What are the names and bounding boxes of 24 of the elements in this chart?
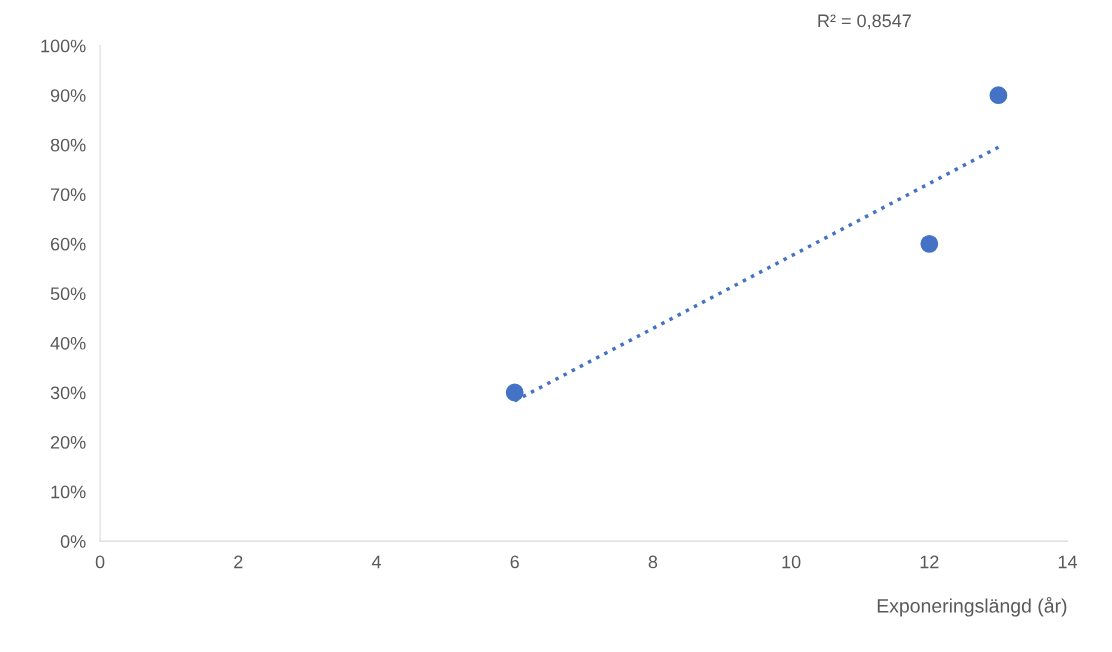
x-tick-label: 0 xyxy=(95,555,105,569)
y-tick-label: 40% xyxy=(50,336,86,350)
x-tick-label: 12 xyxy=(920,555,939,569)
x-tick-label: 2 xyxy=(234,555,243,569)
y-tick-label: 50% xyxy=(50,287,86,301)
point xyxy=(505,383,524,402)
y-tick-label: 70% xyxy=(50,188,86,202)
x-tick-label: 14 xyxy=(1058,555,1078,569)
point xyxy=(920,234,939,253)
x-axis-title: Exponeringslängd (år) xyxy=(877,596,1067,617)
y-tick-label: 30% xyxy=(50,386,86,400)
y-tick-label: 20% xyxy=(50,435,86,449)
x-tick-label: 8 xyxy=(648,555,658,569)
y-tick-label: 60% xyxy=(50,237,86,251)
text: R² = 0,8547 xyxy=(818,14,911,30)
x-tick-label: 6 xyxy=(510,555,519,569)
y-tick-label: 10% xyxy=(51,485,86,499)
point xyxy=(989,86,1008,105)
y-tick-label: 100% xyxy=(41,39,86,53)
x-tick-label: 10 xyxy=(782,555,801,569)
y-tick-label: 80% xyxy=(50,138,86,152)
y-tick-label: 90% xyxy=(50,89,86,102)
y-tick-label: 0% xyxy=(60,535,86,548)
x-tick-label: 4 xyxy=(371,555,381,569)
